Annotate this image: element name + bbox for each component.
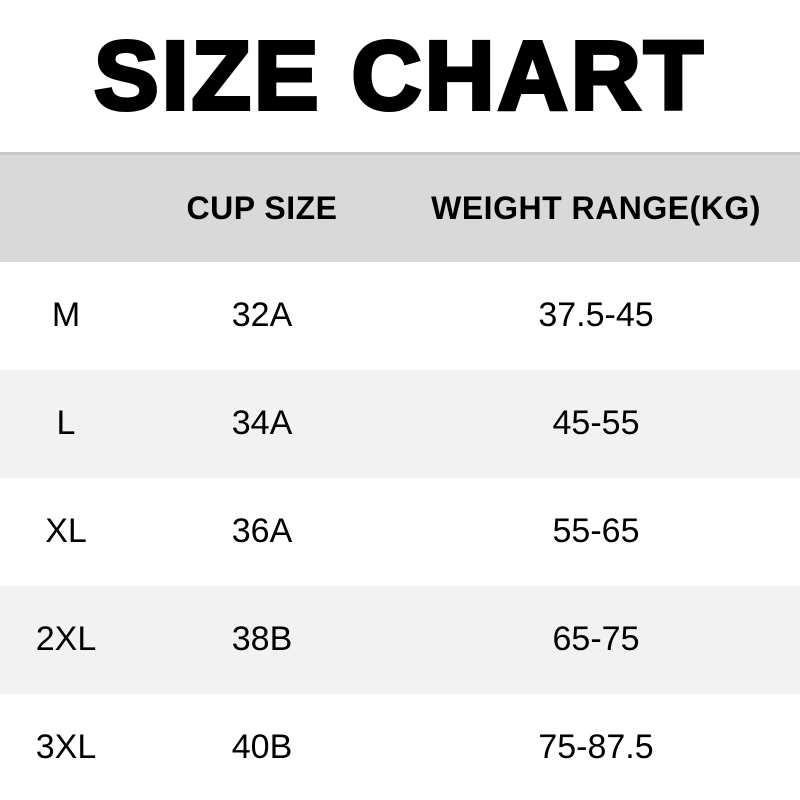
cup-size-cell: 34A	[231, 404, 293, 442]
title-area: SIZE CHART	[0, 0, 800, 152]
size-cell: 2XL	[35, 620, 97, 658]
table-row: 2XL 38B 65-75	[0, 585, 800, 694]
weight-range-cell: 45-55	[552, 404, 640, 442]
size-cell: XL	[45, 512, 87, 550]
column-header-weight-range: WEIGHT RANGE(KG)	[431, 189, 761, 226]
page-title: SIZE CHART	[92, 19, 706, 132]
table-header-row: CUP SIZE WEIGHT RANGE(KG)	[0, 153, 800, 262]
cup-size-cell: 40B	[231, 728, 293, 766]
size-cell: 3XL	[35, 728, 97, 766]
weight-range-cell: 55-65	[552, 512, 640, 550]
weight-range-cell: 37.5-45	[538, 296, 654, 334]
cup-size-cell: 36A	[231, 512, 293, 550]
cup-size-cell: 38B	[231, 620, 293, 658]
weight-range-cell: 75-87.5	[538, 728, 654, 766]
weight-range-cell: 65-75	[552, 620, 640, 658]
size-cell: M	[51, 296, 81, 334]
size-chart-table: CUP SIZE WEIGHT RANGE(KG) M 32A 37.5-45 …	[0, 152, 800, 800]
column-header-cup-size: CUP SIZE	[186, 189, 338, 226]
table-row: M 32A 37.5-45	[0, 261, 800, 370]
table-row: XL 36A 55-65	[0, 477, 800, 586]
table-row: L 34A 45-55	[0, 369, 800, 478]
table-row: 3XL 40B 75-87.5	[0, 693, 800, 800]
column-header-size	[0, 154, 132, 262]
size-cell: L	[56, 404, 76, 442]
cup-size-cell: 32A	[231, 296, 293, 334]
